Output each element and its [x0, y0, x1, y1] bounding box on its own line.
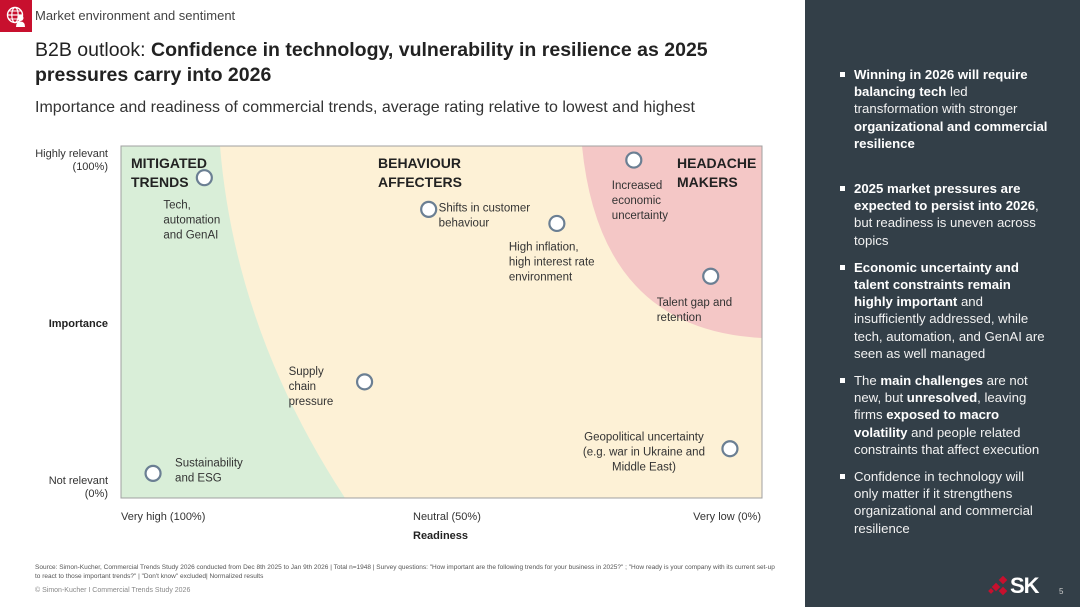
data-point: Increased economic uncertainty: [612, 151, 669, 222]
copyright: © Simon-Kucher I Commercial Trends Study…: [35, 587, 191, 594]
takeaway-text: The: [854, 373, 881, 389]
point-label: Shifts in customer behaviour: [439, 202, 531, 229]
point-marker: [625, 151, 643, 169]
x-tick-label: Neutral (50%): [413, 511, 481, 523]
data-point: Geopolitical uncertainty (e.g. war in Ukr…: [583, 432, 739, 474]
data-point: Shifts in customer behaviour: [420, 200, 531, 229]
takeaway-text: led transformation with stronger: [854, 84, 1018, 117]
x-tick-label: Very low (0%): [693, 511, 761, 523]
takeaway-text: and insufficiently addressed, while tech…: [854, 294, 1045, 361]
takeaway-emphasis: 2025 market pressures are expected to pe…: [854, 181, 1036, 214]
source-footnote: Source: Simon-Kucher, Commercial Trends …: [35, 564, 775, 580]
takeaway-text: , leaving firms: [854, 390, 1027, 423]
page-title: B2B outlook: Confidence in technology, v…: [35, 38, 795, 88]
plot-frame: [120, 145, 763, 499]
x-tick-label: Very high (100%): [121, 511, 205, 523]
takeaway-text: , but readiness is uneven across topics: [854, 198, 1039, 248]
y-tick-label: Highly relevant (100%): [35, 148, 108, 173]
takeaway-text: are not new, but: [854, 373, 1028, 406]
takeaway-item: Confidence in technology will only matte…: [840, 468, 1050, 537]
chart-subtitle: Importance and readiness of commercial t…: [35, 99, 695, 116]
point-label: High inflation, high interest rate environ…: [509, 241, 595, 283]
takeaways-list: Winning in 2026 will require balancing t…: [840, 66, 1050, 547]
simon-kucher-logo: SK: [988, 573, 1040, 599]
x-axis-ticks: Very high (100%) Neutral (50%) Very low (0…: [121, 511, 761, 523]
page-number: 5: [1059, 587, 1064, 596]
logo-text: SK: [1010, 573, 1040, 598]
takeaway-emphasis: exposed to macro volatility: [854, 407, 1000, 440]
point-marker: [195, 169, 213, 187]
zone-label-headache: HEADACHE MAKERS: [677, 155, 760, 190]
point-label: Geopolitical uncertainty (e.g. war in Ukr…: [583, 432, 705, 474]
zone-mitigated-area: [121, 146, 345, 498]
matrix-chart: MITIGATED TRENDS BEHAVIOUR AFFECTERS HEA…: [35, 145, 763, 542]
takeaway-emphasis: organizational and commercial resilience: [854, 118, 1048, 151]
y-axis-ticks: Highly relevant (100%) Not relevant (0%): [35, 148, 108, 500]
takeaway-item: Economic uncertainty and talent constrai…: [840, 259, 1050, 362]
point-label: Increased economic uncertainty: [612, 180, 669, 222]
data-point: Talent gap and retention: [657, 267, 732, 324]
point-marker: [144, 464, 162, 482]
y-tick-label: Not relevant (0%): [49, 475, 108, 500]
point-marker: [702, 267, 720, 285]
takeaway-emphasis: Winning in 2026 will require balancing t…: [854, 67, 1028, 100]
x-axis-title: Readiness: [413, 530, 468, 542]
data-points: Tech, automation and GenAI Increased economi…: [144, 151, 739, 484]
section-label: Market environment and sentiment: [35, 8, 236, 23]
takeaway-text: Confidence in technology will only matte…: [854, 469, 1033, 536]
title-bold: Confidence in technology, vulnerability …: [35, 39, 708, 86]
data-point: Tech, automation and GenAI: [163, 169, 220, 242]
zone-label-mitigated: MITIGATED TRENDS: [131, 155, 211, 190]
point-label: Supply chain pressure: [289, 366, 334, 408]
globe-person-icon: [0, 0, 32, 32]
point-label: Tech, automation and GenAI: [163, 200, 220, 242]
title-prefix: B2B outlook:: [35, 39, 151, 61]
takeaway-item: 2025 market pressures are expected to pe…: [840, 180, 1050, 249]
data-point: High inflation, high interest rate environ…: [509, 214, 595, 283]
takeaway-emphasis: unresolved: [906, 390, 978, 406]
point-label: Talent gap and retention: [657, 297, 732, 324]
data-point: Sustainability and ESG: [144, 457, 243, 484]
zone-label-behaviour-line1: BEHAVIOUR: [378, 155, 461, 171]
takeaway-emphasis: main challenges: [880, 373, 983, 389]
key-takeaways-panel: Winning in 2026 will require balancing t…: [805, 0, 1080, 607]
data-point: Supply chain pressure: [289, 366, 374, 408]
point-label: Sustainability and ESG: [175, 457, 243, 484]
zone-label-headache-line1: HEADACHE: [677, 155, 756, 171]
point-marker: [355, 373, 374, 391]
y-axis-title: Importance: [49, 318, 108, 330]
zone-label-behaviour-line2: AFFECTERS: [378, 174, 462, 190]
takeaway-item: Winning in 2026 will require balancing t…: [840, 66, 1050, 152]
zone-label-behaviour: BEHAVIOUR AFFECTERS: [378, 155, 465, 190]
takeaway-text: and people related constraints that affe…: [854, 424, 1040, 457]
zone-label-mitigated-line1: MITIGATED: [131, 155, 207, 171]
point-marker: [548, 214, 566, 233]
takeaway-item: The main challenges are not new, but unr…: [840, 372, 1050, 458]
point-marker: [420, 200, 438, 218]
zone-label-headache-line2: MAKERS: [677, 174, 738, 190]
takeaway-emphasis: Economic uncertainty and talent constrai…: [854, 259, 1019, 310]
zone-label-mitigated-line2: TRENDS: [131, 174, 189, 190]
diamond-dots-icon: [988, 576, 1008, 596]
zone-headache-area: [582, 146, 762, 338]
point-marker: [721, 440, 739, 458]
